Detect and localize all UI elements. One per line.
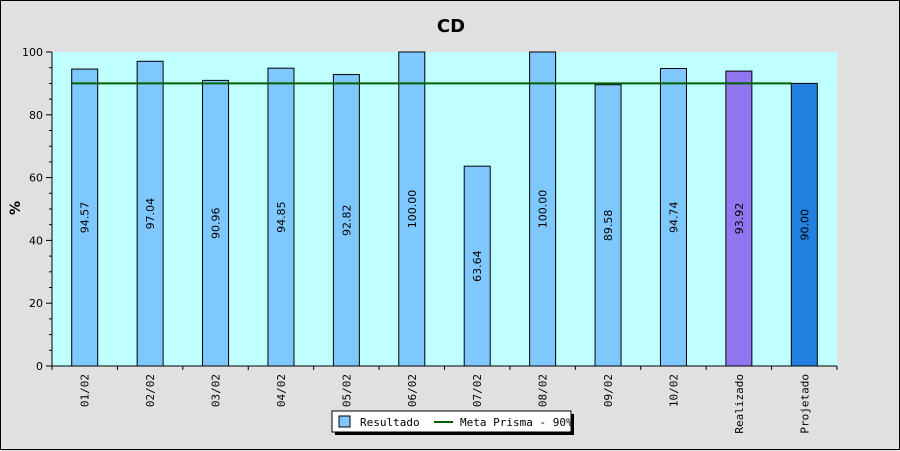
chart-title: CD [437,16,465,37]
bar-value-label: 94.57 [79,202,92,234]
x-tick-label: 10/02 [667,374,680,407]
bar-value-label: 94.85 [275,201,288,233]
y-axis-label: % [8,201,24,215]
x-tick-label: 02/02 [144,374,157,407]
legend-label-meta: Meta Prisma - 90% [460,416,573,429]
x-tick-label: 09/02 [602,374,615,407]
y-tick-label: 20 [29,297,43,310]
x-tick-label: 03/02 [210,374,223,407]
bar-value-label: 100.00 [406,190,419,229]
bar-value-label: 63.64 [471,250,484,282]
bar [136,60,164,367]
x-tick-label: Realizado [733,374,746,434]
legend-label-resultado: Resultado [360,416,420,429]
bar-value-label: 97.04 [144,198,157,230]
y-tick-label: 0 [36,360,43,373]
bar [71,68,99,367]
bar [725,70,753,367]
bar-value-label: 92.82 [340,205,353,237]
x-tick-label: 08/02 [537,374,550,407]
x-tick-label: 05/02 [340,374,353,407]
x-tick-label: Projetado [798,374,811,434]
bar [790,82,818,367]
bar-value-label: 90.00 [798,209,811,241]
x-tick-label: 04/02 [275,374,288,407]
x-tick-label: 06/02 [406,374,419,407]
bar-value-label: 93.92 [733,203,746,235]
bar [267,67,295,367]
bar-value-label: 89.58 [602,210,615,242]
legend-swatch-resultado [338,415,351,428]
x-tick-label: 01/02 [79,374,92,407]
y-tick-label: 80 [29,109,43,122]
x-tick-label: 07/02 [471,374,484,407]
bar-value-label: 94.74 [667,202,680,234]
y-tick-label: 60 [29,172,43,185]
bar-value-label: 90.96 [210,207,223,239]
bar [529,51,557,367]
plot-area [52,52,837,366]
bar [202,79,230,367]
y-tick-label: 40 [29,234,43,247]
bar [398,51,426,367]
bar [659,68,687,367]
y-tick-label: 100 [22,46,43,59]
bar-value-label: 100.00 [537,190,550,229]
